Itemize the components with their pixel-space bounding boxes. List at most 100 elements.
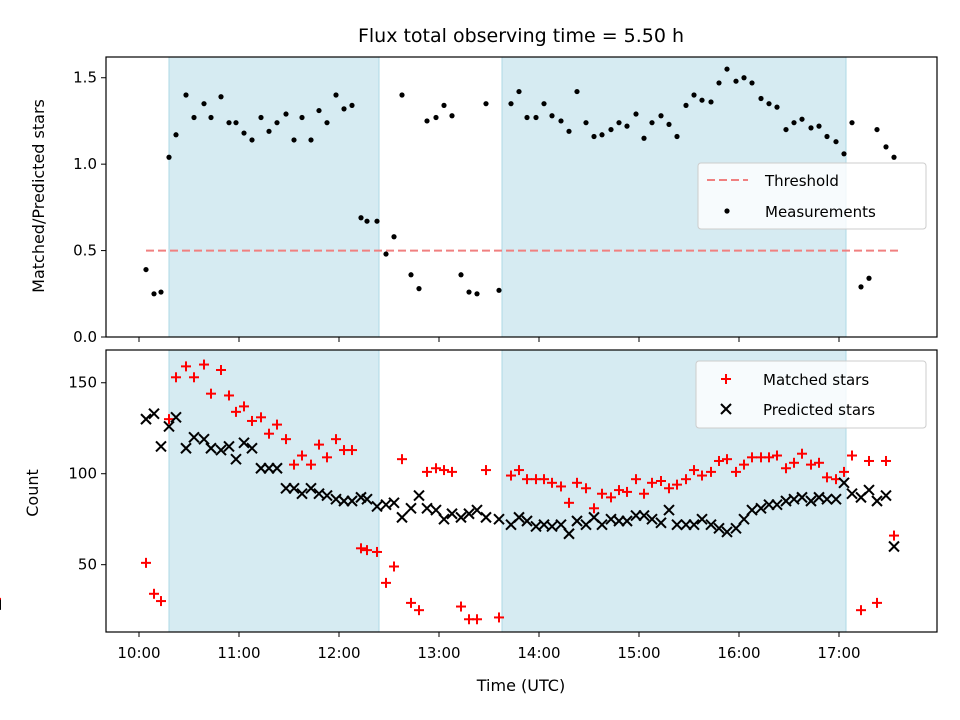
shaded-span-1 [169,57,379,337]
measurement-point [226,120,232,126]
predicted-stars-point [880,489,892,502]
matched-stars-point [881,455,891,466]
predicted-stars-point [305,482,317,494]
measurement-point [716,80,722,86]
matched-stars-point [822,472,832,483]
predicted-stars-point [421,502,433,514]
matched-stars-point [747,452,757,463]
matched-stars-point [597,488,607,499]
predicted-stars-point [721,526,733,538]
measurement-point [424,118,430,124]
matched-stars-point [581,483,591,494]
matched-stars-point [422,466,432,477]
x-tick-label: 14:00 [517,644,560,662]
measurement-point [841,151,847,157]
measurement-point [866,275,872,281]
measurement-point [741,75,747,81]
matched-stars-point [447,466,457,477]
matched-stars-point [547,477,557,488]
measurement-point [364,218,370,224]
predicted-stars-point [513,511,525,524]
x-tick-label: 17:00 [817,644,860,662]
measurement-point [374,218,380,224]
matched-stars-point [631,474,641,485]
measurement-point [833,139,839,145]
matched-stars-point [847,450,857,461]
matched-stars-point [171,372,181,383]
measurement-point [249,137,255,143]
measurement-point [749,80,755,86]
predicted-stars-point [198,433,210,445]
measurement-point [541,101,547,107]
measurement-point [649,120,655,126]
count-legend: Matched stars Predicted stars [695,360,927,429]
y-tick-label: 0.0 [73,328,97,346]
measurement-point [574,88,580,95]
predicted-stars-point [705,518,717,531]
matched-stars-point [264,428,274,439]
matched-stars-point [722,454,732,465]
matched-stars-point [656,475,666,486]
measurement-point [158,289,164,295]
predicted-stars-point [730,522,742,535]
predicted-stars-point [471,504,483,516]
matched-stars-point [306,459,316,470]
predicted-stars-point [371,500,383,513]
matched-stars-point [731,466,741,477]
measurement-point [201,101,207,107]
predicted-stars-point [888,540,900,553]
matched-stars-point [397,454,407,465]
measurement-point [816,123,822,129]
matched-stars-point [556,481,566,492]
measurement-point [658,113,664,119]
measurement-point [266,128,272,134]
top-y-axis-label: Matched/Predicted stars [29,99,48,293]
measurement-point [758,95,764,102]
predicted-stars-point [796,491,808,504]
legend-predicted-label: Predicted stars [763,401,875,419]
measurement-point [566,128,572,134]
matched-stars-point [739,459,749,470]
measurement-point [483,101,489,107]
matched-stars-point [764,452,774,463]
matched-stars-point [606,492,616,503]
measurement-point [558,118,564,124]
measurement-point [799,116,805,122]
measurement-point [283,111,289,117]
predicted-stars-point [413,489,425,502]
measurement-point [516,88,522,95]
matched-stars-point [856,605,866,616]
matched-stars-point [689,465,699,476]
predicted-stars-point [396,511,408,524]
matched-stars-point [672,479,682,490]
count-panel: 50 100 150 10:00 11:00 12:00 13:00 14:00 15:00 16… [0,349,938,662]
x-tick-label: 10:00 [117,644,160,662]
measurement-point [416,286,422,292]
predicted-stars-point [446,508,458,520]
predicted-stars-point [746,504,758,516]
measurement-point [341,106,347,112]
measurement-point [474,291,480,297]
predicted-stars-point [180,442,192,454]
measurement-point [496,287,502,293]
measurement-point [299,114,305,121]
matched-stars-point [247,415,257,426]
matched-stars-point [289,459,299,470]
measurement-point [433,114,439,121]
matched-stars-point [189,372,199,383]
matched-stars-point [789,457,799,468]
measurement-point [466,289,472,295]
predicted-stars-point [555,518,567,531]
measurement-point [533,114,539,121]
predicted-stars-point [563,528,575,540]
predicted-stars-point [163,420,175,433]
predicted-stars-point [288,482,300,494]
measurement-point [391,234,397,240]
predicted-stars-point [871,495,883,507]
measurement-point [399,92,405,98]
matched-stars-point [389,561,399,572]
predicted-stars-point [321,489,333,502]
predicted-stars-point [438,513,450,525]
matched-stars-point [681,474,691,485]
legend-predicted-swatch [720,403,732,415]
